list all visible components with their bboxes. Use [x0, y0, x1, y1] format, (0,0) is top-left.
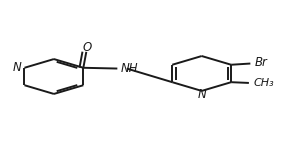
- Text: N: N: [197, 88, 206, 101]
- Text: N: N: [12, 61, 21, 74]
- Text: NH: NH: [121, 62, 138, 75]
- Text: CH₃: CH₃: [253, 78, 274, 88]
- Text: O: O: [82, 41, 91, 54]
- Text: Br: Br: [255, 56, 268, 69]
